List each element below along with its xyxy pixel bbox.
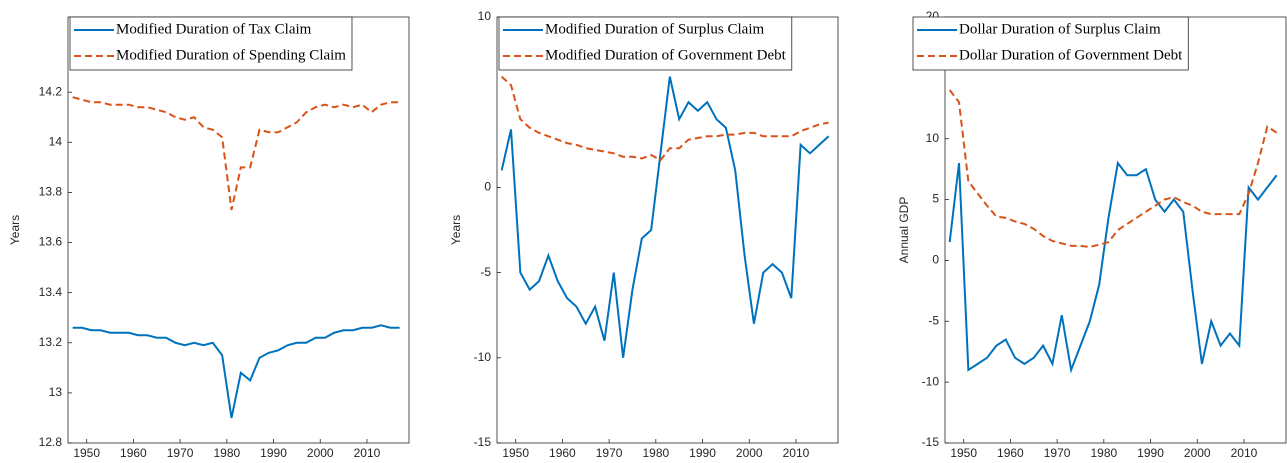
y-tick-label: -5 <box>480 265 491 279</box>
x-tick-label: 1950 <box>502 446 529 460</box>
x-tick-label: 1970 <box>167 446 194 460</box>
y-axis-label: Annual GDP <box>897 197 911 264</box>
x-tick-label: 1980 <box>642 446 669 460</box>
x-tick-label: 1960 <box>120 446 147 460</box>
y-tick-label: 14 <box>49 134 63 148</box>
x-tick-label: 1980 <box>213 446 240 460</box>
legend: Dollar Duration of Surplus Claim Dollar D… <box>912 16 1189 71</box>
legend-label: Modified Duration of Government Debt <box>545 47 787 63</box>
x-tick-label: 1980 <box>1090 446 1117 460</box>
plot-area <box>948 89 1278 374</box>
x-tick-label: 1950 <box>950 446 977 460</box>
y-axis-label: Years <box>449 215 463 245</box>
legend-box <box>69 16 353 71</box>
y-axis-label: Years <box>8 215 22 245</box>
x-tick-label: 1990 <box>260 446 287 460</box>
series-line <box>948 89 1278 249</box>
y-tick-label: -15 <box>474 435 492 449</box>
plot-area <box>500 75 830 358</box>
y-tick-label: 10 <box>478 9 492 23</box>
x-tick-label: 1970 <box>1044 446 1071 460</box>
x-tick-label: 2000 <box>1184 446 1211 460</box>
x-tick-label: 2000 <box>736 446 763 460</box>
x-tick-label: 1990 <box>1137 446 1164 460</box>
y-tick-label: 5 <box>932 192 939 206</box>
axes-box <box>496 16 839 444</box>
x-tick-label: 2010 <box>354 446 381 460</box>
series-line <box>500 75 829 162</box>
series-line <box>948 160 1278 374</box>
legend: Modified Duration of Tax Claim Modified D… <box>69 16 353 71</box>
series-line <box>72 96 400 211</box>
y-tick-label: -15 <box>922 435 940 449</box>
panel: 1950 1960 1970 1980 1990 2000 2010 12.8 13 13.2 13… <box>8 16 410 460</box>
y-tick-label: 13 <box>49 385 63 399</box>
y-tick-label: -10 <box>474 350 492 364</box>
panel: 1950 1960 1970 1980 1990 2000 2010 -15 -10 -5 0 10 Y… <box>449 9 839 460</box>
plot-area <box>72 96 400 419</box>
x-tick-label: 1950 <box>73 446 100 460</box>
y-tick-label: -5 <box>928 313 939 327</box>
legend-label: Modified Duration of Surplus Claim <box>545 21 764 37</box>
y-tick-label: 13.8 <box>39 185 63 199</box>
x-tick-label: 2000 <box>307 446 334 460</box>
legend-label: Dollar Duration of Surplus Claim <box>959 21 1161 37</box>
x-tick-label: 1960 <box>549 446 576 460</box>
x-tick-label: 2010 <box>1231 446 1258 460</box>
series-line <box>72 324 400 419</box>
x-tick-label: 2010 <box>783 446 810 460</box>
legend-label: Modified Duration of Spending Claim <box>116 47 346 63</box>
y-tick-label: 0 <box>484 180 491 194</box>
legend-label: Dollar Duration of Government Debt <box>959 47 1183 63</box>
series-line <box>500 76 830 358</box>
legend-label: Modified Duration of Tax Claim <box>116 21 312 37</box>
x-tick-label: 1990 <box>689 446 716 460</box>
y-tick-label: 0 <box>932 253 939 267</box>
legend: Modified Duration of Surplus Claim Modifi… <box>498 16 793 71</box>
axes-box <box>944 16 1287 444</box>
y-tick-label: 13.6 <box>39 235 63 249</box>
y-tick-label: 12.8 <box>39 435 63 449</box>
legend-box <box>912 16 1189 71</box>
axes-box <box>67 16 410 444</box>
y-tick-label: 13.4 <box>39 285 63 299</box>
x-tick-label: 1960 <box>997 446 1024 460</box>
y-tick-label: 14.2 <box>39 84 63 98</box>
y-tick-label: -10 <box>922 374 940 388</box>
legend-box <box>498 16 793 71</box>
x-tick-label: 1970 <box>596 446 623 460</box>
y-tick-label: 13.2 <box>39 335 63 349</box>
y-tick-label: 10 <box>926 131 940 145</box>
panel: 1950 1960 1970 1980 1990 2000 2010 -15 -10 -5 0 5 10… <box>897 9 1287 460</box>
